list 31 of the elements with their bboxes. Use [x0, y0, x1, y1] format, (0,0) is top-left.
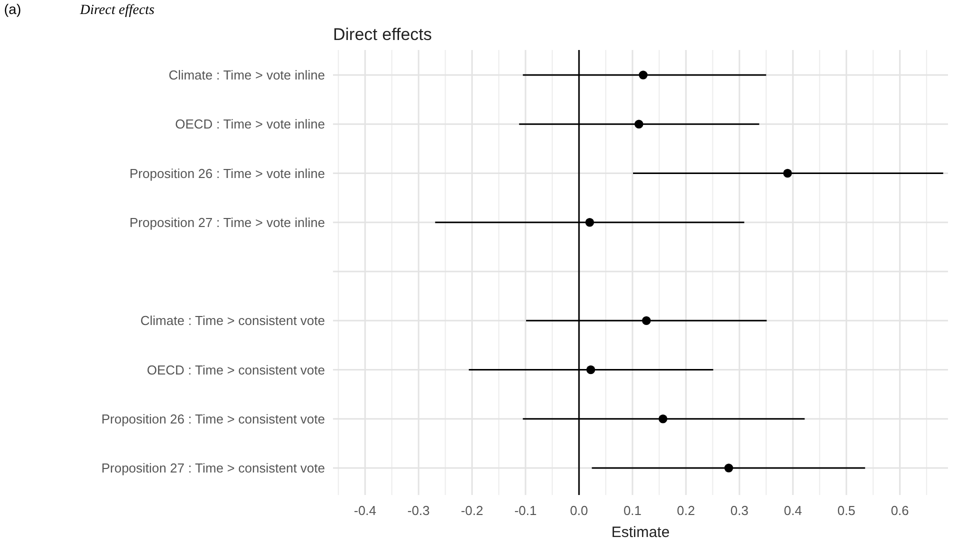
y-tick-label: Proposition 27 : Time > vote inline — [130, 214, 325, 230]
x-tick-label: 0.2 — [676, 503, 695, 518]
x-tick-label: 0.1 — [623, 503, 642, 518]
x-tick-label: -0.2 — [460, 503, 484, 518]
y-tick-label: OECD : Time > consistent vote — [146, 362, 325, 378]
point — [586, 365, 596, 374]
text: (a) — [4, 1, 22, 17]
y-tick-label: Proposition 27 : Time > consistent vote — [101, 460, 325, 476]
text: Direct effects — [79, 3, 156, 18]
y-tick-label: OECD : Time > vote inline — [175, 116, 325, 132]
point — [634, 120, 644, 128]
y-tick-label: Proposition 26 : Time > consistent vote — [101, 411, 325, 426]
x-axis-title: Estimate — [611, 524, 670, 541]
x-tick-label: 0.0 — [570, 503, 588, 518]
y-tick-label: Climate : Time > vote inline — [168, 68, 325, 82]
point — [642, 316, 651, 325]
x-tick-label: 0.6 — [890, 503, 909, 518]
point — [658, 414, 668, 424]
point — [783, 168, 792, 178]
point — [724, 464, 734, 472]
chart-title: Direct effects — [333, 25, 432, 44]
x-tick-label: -0.3 — [407, 503, 430, 518]
x-tick-label: 0.4 — [784, 503, 802, 518]
point — [638, 70, 648, 80]
point — [585, 218, 594, 227]
x-tick-label: -0.1 — [514, 503, 537, 518]
y-tick-label: Proposition 26 : Time > vote inline — [130, 166, 325, 181]
y-tick-label: Climate : Time > consistent vote — [140, 313, 325, 328]
x-tick-label: -0.4 — [354, 503, 376, 518]
x-tick-label: 0.5 — [837, 503, 856, 518]
x-tick-label: 0.3 — [730, 503, 748, 518]
